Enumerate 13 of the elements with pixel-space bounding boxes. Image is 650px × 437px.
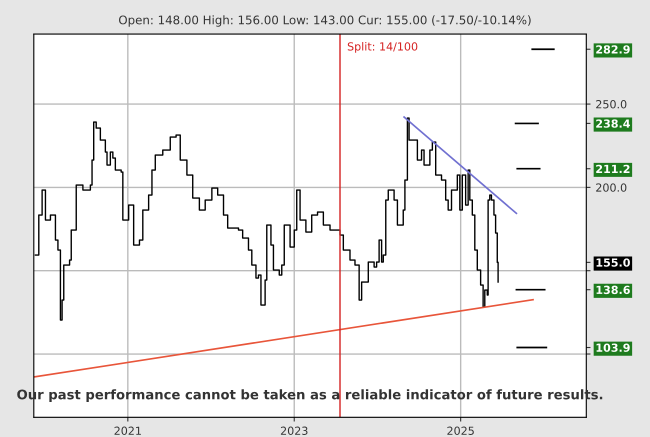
y-tick-label: 103.9 bbox=[596, 343, 630, 352]
x-tick-label: 2021 bbox=[114, 426, 141, 435]
y-tick-label: 155.0 bbox=[596, 258, 630, 267]
x-tick-label: 2023 bbox=[280, 426, 308, 435]
x-tick-label: 2025 bbox=[447, 426, 474, 435]
annotation: Split: 14/100 bbox=[348, 42, 418, 53]
y-tick-label: 250.0 bbox=[596, 100, 626, 108]
y-tick-label: 238.4 bbox=[596, 119, 630, 128]
y-tick-label: 200.0 bbox=[596, 183, 626, 192]
y-tick-label: 138.6 bbox=[596, 286, 630, 294]
chart-subtitle: Open: 148.00 High: 156.00 Low: 143.00 Cur: 155.00 (-17.50/-10.14%) bbox=[119, 15, 531, 27]
y-tick-label: 282.9 bbox=[596, 45, 630, 54]
y-tick-label: 211.2 bbox=[596, 164, 630, 173]
